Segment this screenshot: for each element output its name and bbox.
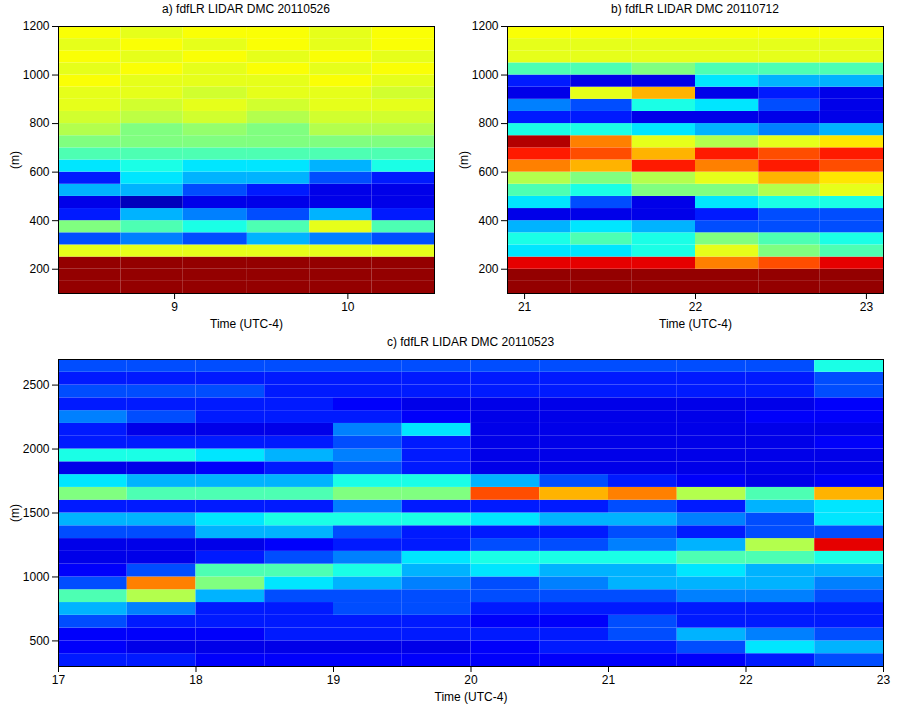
svg-text:Time (UTC-4): Time (UTC-4) <box>210 317 283 331</box>
svg-text:22: 22 <box>689 300 703 314</box>
html-text:b) fdfLR LIDAR DMC 20110712: b) fdfLR LIDAR DMC 20110712 <box>611 2 779 16</box>
svg-text:1000: 1000 <box>23 68 50 82</box>
svg-text:600: 600 <box>29 165 49 179</box>
svg-text:200: 200 <box>478 262 498 276</box>
svg-text:(m): (m) <box>8 504 22 522</box>
svg-text:Time (UTC-4): Time (UTC-4) <box>659 317 732 331</box>
svg-text:23: 23 <box>860 300 874 314</box>
html-text:a) fdfLR LIDAR DMC 20110526: a) fdfLR LIDAR DMC 20110526 <box>162 2 330 16</box>
svg-text:400: 400 <box>29 214 49 228</box>
svg-text:1500: 1500 <box>23 506 50 520</box>
svg-text:Time (UTC-4): Time (UTC-4) <box>435 690 508 704</box>
svg-text:10: 10 <box>341 300 355 314</box>
svg-text:1000: 1000 <box>23 570 50 584</box>
svg-text:600: 600 <box>478 165 498 179</box>
svg-text:1200: 1200 <box>23 19 50 33</box>
svg-text:200: 200 <box>29 262 49 276</box>
svg-text:2500: 2500 <box>23 378 50 392</box>
svg-text:22: 22 <box>739 673 753 687</box>
svg-text:19: 19 <box>327 673 341 687</box>
svg-text:800: 800 <box>29 116 49 130</box>
svg-text:23: 23 <box>877 673 891 687</box>
svg-text:2000: 2000 <box>23 442 50 456</box>
svg-text:20: 20 <box>464 673 478 687</box>
svg-text:(m): (m) <box>8 151 22 169</box>
svg-text:17: 17 <box>52 673 66 687</box>
svg-text:18: 18 <box>189 673 203 687</box>
svg-text:9: 9 <box>171 300 178 314</box>
html-text:c) fdfLR LIDAR DMC 20110523: c) fdfLR LIDAR DMC 20110523 <box>386 335 555 349</box>
svg-text:1200: 1200 <box>472 19 499 33</box>
svg-text:800: 800 <box>478 116 498 130</box>
svg-text:21: 21 <box>518 300 532 314</box>
svg-text:21: 21 <box>602 673 616 687</box>
svg-text:400: 400 <box>478 214 498 228</box>
svg-text:(m): (m) <box>457 151 471 169</box>
svg-text:1000: 1000 <box>472 68 499 82</box>
svg-text:500: 500 <box>29 634 49 648</box>
